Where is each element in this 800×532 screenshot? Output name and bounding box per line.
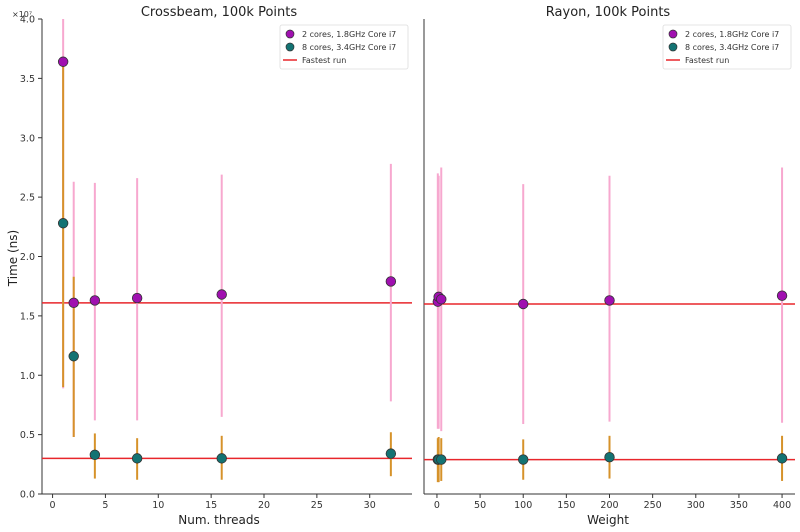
x-tick-label: 400 bbox=[773, 500, 791, 511]
y-tick-label: 2.0 bbox=[20, 252, 35, 263]
legend-label: Fastest run bbox=[685, 56, 729, 65]
data-point bbox=[216, 289, 227, 300]
crossbeam-panel: 0 5 10 15 20 25 30 0.0 0.5 1.0 1.5 2.0 2.5 3.0 3.5 4.0 2… bbox=[20, 15, 412, 511]
y-tick-label: 3.0 bbox=[20, 133, 35, 144]
right-panel-x-label: Weight bbox=[587, 513, 629, 527]
y-tick-label: 1.0 bbox=[20, 371, 35, 382]
x-tick-label: 0 bbox=[50, 500, 56, 511]
legend-marker bbox=[668, 29, 678, 39]
y-tick-label: 4.0 bbox=[20, 15, 35, 26]
x-tick-label: 25 bbox=[311, 500, 323, 511]
legend-marker bbox=[285, 29, 295, 39]
data-point bbox=[68, 351, 79, 362]
legend-label: 2 cores, 1.8GHz Core i7 bbox=[685, 30, 779, 39]
y-exponent-label: ×10⁷ bbox=[12, 10, 32, 19]
data-point bbox=[436, 454, 447, 465]
legend-marker bbox=[668, 42, 678, 52]
right-panel-title: Rayon, 100k Points bbox=[546, 5, 671, 20]
x-tick-label: 50 bbox=[474, 500, 486, 511]
data-point bbox=[89, 295, 101, 306]
x-tick-label: 150 bbox=[557, 500, 575, 511]
x-tick-label: 250 bbox=[644, 500, 662, 511]
legend-box bbox=[279, 24, 409, 70]
data-point bbox=[604, 295, 615, 306]
data-point bbox=[57, 56, 69, 67]
y-tick-label: 0.0 bbox=[20, 490, 35, 501]
data-point bbox=[518, 454, 529, 465]
x-tick-label: 100 bbox=[514, 500, 532, 511]
data-point bbox=[216, 453, 227, 464]
data-point bbox=[68, 297, 79, 309]
data-point bbox=[518, 298, 529, 310]
data-point bbox=[89, 449, 101, 461]
data-point bbox=[131, 292, 143, 304]
data-point bbox=[131, 453, 143, 464]
x-tick-label: 300 bbox=[687, 500, 705, 511]
x-tick-label: 350 bbox=[730, 500, 748, 511]
left-panel-title: Crossbeam, 100k Points bbox=[141, 5, 298, 20]
data-point bbox=[604, 451, 615, 463]
data-point bbox=[385, 276, 397, 287]
data-point bbox=[57, 218, 69, 229]
y-tick-label: 2.5 bbox=[20, 193, 35, 204]
y-tick-label: 0.5 bbox=[20, 430, 35, 441]
legend-marker bbox=[285, 42, 295, 52]
data-point bbox=[776, 290, 788, 301]
rayon-panel: 0 50 100 150 200 250 300 350 400 2 cores, 1.8GHz … bbox=[423, 19, 795, 511]
x-tick-label: 5 bbox=[102, 500, 108, 511]
x-tick-label: 0 bbox=[434, 500, 440, 511]
legend-label: 8 cores, 3.4GHz Core i7 bbox=[685, 43, 779, 52]
legend-label: 8 cores, 3.4GHz Core i7 bbox=[302, 43, 396, 52]
y-tick-label: 1.5 bbox=[20, 311, 35, 322]
x-tick-label: 30 bbox=[364, 500, 376, 511]
legend-box bbox=[662, 24, 792, 70]
legend-label: Fastest run bbox=[302, 56, 346, 65]
y-tick-label: 3.5 bbox=[20, 74, 35, 85]
y-axis-label: Time (ns) bbox=[6, 230, 20, 287]
left-panel-x-label: Num. threads bbox=[178, 513, 260, 527]
x-tick-label: 10 bbox=[152, 500, 164, 511]
data-point bbox=[385, 448, 397, 459]
x-tick-label: 20 bbox=[258, 500, 270, 511]
x-tick-label: 15 bbox=[205, 500, 217, 511]
x-tick-label: 200 bbox=[600, 500, 618, 511]
legend-label: 2 cores, 1.8GHz Core i7 bbox=[302, 30, 396, 39]
data-point bbox=[776, 453, 788, 464]
data-point bbox=[436, 294, 447, 305]
